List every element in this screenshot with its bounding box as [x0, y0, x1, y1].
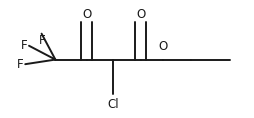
Text: O: O [136, 8, 146, 21]
Text: O: O [159, 40, 168, 53]
Text: F: F [21, 39, 28, 52]
Text: O: O [82, 8, 91, 21]
Text: F: F [17, 58, 24, 71]
Text: F: F [39, 34, 45, 47]
Text: Cl: Cl [107, 98, 119, 111]
